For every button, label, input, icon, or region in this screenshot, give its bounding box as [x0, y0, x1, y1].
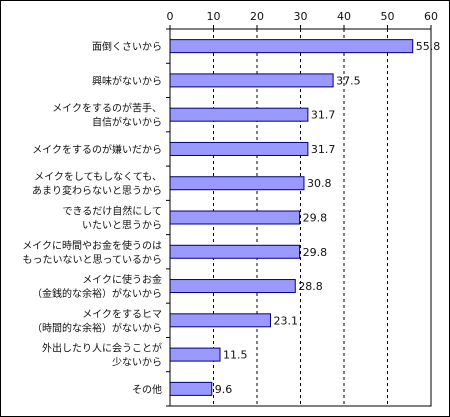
category-label: メイクをするのが嫌いだから [32, 143, 162, 156]
bar [169, 381, 213, 396]
x-tick-label: 0 [167, 10, 174, 23]
bar-value-label: 29.8 [303, 212, 328, 225]
category-label-line: メイクをするヒマ [82, 308, 162, 320]
category-label: その他 [132, 383, 162, 396]
category-label: メイクに使うお金（金銭的な余裕）がないから [32, 273, 162, 300]
category-label-line: メイクをするのが苦手、 [52, 102, 162, 115]
bar-value-label: 31.7 [311, 109, 336, 122]
bar [169, 210, 301, 225]
bar [169, 279, 296, 294]
bar-value-label: 37.5 [336, 74, 361, 87]
category-label: メイクに時間やお金を使うのはもったいないと思っているから [22, 239, 162, 266]
x-tick-label: 50 [381, 10, 395, 23]
x-tick-label: 10 [207, 10, 221, 23]
bar [169, 347, 221, 362]
x-tick-label: 30 [294, 10, 308, 23]
bar [169, 107, 309, 122]
category-label-line: できるだけ自然にして [63, 205, 163, 218]
category-label-line: （時間的な余裕）がないから [32, 321, 162, 334]
category-label-line: 面倒くさいから [92, 41, 162, 53]
bar [169, 39, 414, 54]
bar-value-label: 23.1 [273, 314, 298, 327]
bar-value-label: 11.5 [223, 349, 248, 362]
category-label: メイクをしてもしなくても、あまり変わらないと思うから [32, 171, 162, 197]
category-label: 面倒くさいから [92, 41, 162, 53]
category-label-line: いたいと思うから [82, 220, 162, 232]
bar [169, 176, 305, 191]
bar-value-label: 29.8 [303, 246, 328, 259]
category-label-line: メイクをしてもしなくても、 [34, 171, 162, 183]
bar-value-label: 9.6 [215, 383, 233, 396]
axes [166, 25, 432, 407]
bars [169, 39, 414, 396]
category-label-line: メイクに時間やお金を使うのは [22, 239, 162, 252]
category-label-line: あまり変わらないと思うから [32, 184, 162, 197]
bar [169, 313, 271, 328]
bar-value-label: 30.8 [307, 177, 332, 190]
x-tick-label: 60 [424, 10, 438, 23]
bar-value-label: 55.8 [416, 40, 441, 53]
category-label-line: 外出したり人に会うことが [42, 342, 162, 355]
bar-value-label: 28.8 [298, 280, 323, 293]
x-tick-label: 40 [337, 10, 351, 23]
category-label-line: メイクをするのが嫌いだから [32, 143, 162, 156]
bar [169, 244, 301, 259]
labels: 0 10 20 30 40 50 60 55.8 面倒くさいから 37.5 興味がないから 31.7 メ… [22, 10, 440, 396]
category-label-line: （金銭的な余裕）がないから [32, 287, 162, 300]
category-label: 興味がないから [92, 74, 162, 87]
category-label-line: 少ないから [112, 357, 162, 369]
category-label: メイクをするのが苦手、自信がないから [52, 102, 162, 129]
category-label: できるだけ自然にしていたいと思うから [63, 205, 163, 232]
category-label: 外出したり人に会うことが少ないから [42, 342, 162, 369]
bar-value-label: 31.7 [311, 143, 336, 156]
category-label-line: メイクに使うお金 [82, 273, 162, 286]
category-label-line: 興味がないから [92, 74, 162, 87]
category-label-line: 自信がないから [92, 116, 162, 129]
bar [169, 73, 334, 88]
bar [169, 141, 309, 156]
category-label-line: その他 [132, 383, 162, 396]
x-tick-label: 20 [250, 10, 264, 23]
category-label-line: もったいないと思っているから [23, 254, 163, 266]
category-label: メイクをするヒマ（時間的な余裕）がないから [32, 308, 162, 334]
